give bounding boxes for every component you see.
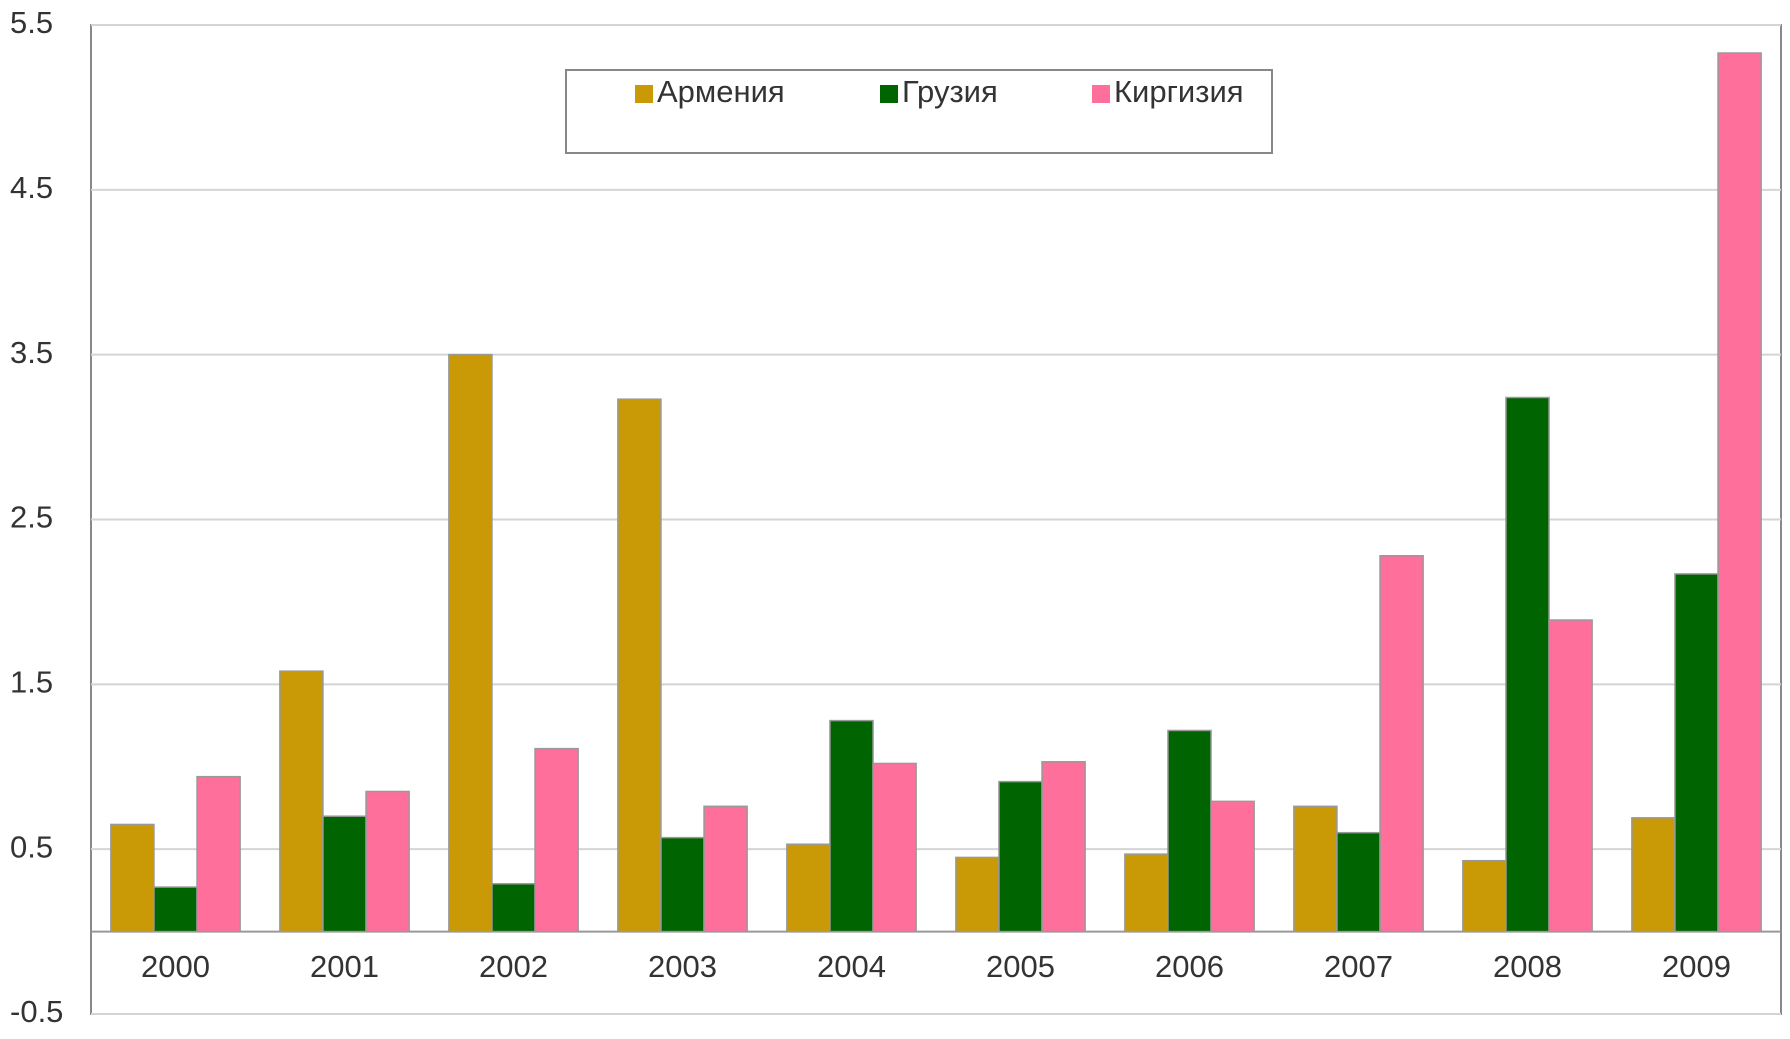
bar: [1041, 761, 1086, 933]
bar: [1717, 52, 1762, 933]
bar: [1293, 805, 1338, 933]
bar: [1674, 573, 1719, 933]
bar: [1167, 729, 1212, 933]
bar: [829, 719, 874, 933]
bar: [279, 670, 324, 933]
y-tick-label: 0.5: [10, 829, 53, 864]
legend-swatch: [1092, 85, 1110, 103]
y-tick-label: 1.5: [10, 665, 53, 700]
x-tick-label: 2001: [310, 949, 379, 984]
x-tick-label: 2003: [648, 949, 717, 984]
bar: [1124, 853, 1169, 933]
x-tick-label: 2006: [1155, 949, 1224, 984]
bar: [617, 398, 662, 933]
bar: [1505, 396, 1550, 933]
bar: [1379, 555, 1424, 933]
x-tick-label: 2002: [479, 949, 548, 984]
bar: [660, 836, 705, 933]
legend-swatch: [635, 85, 653, 103]
bar: [786, 843, 831, 933]
legend-swatch: [880, 85, 898, 103]
x-tick-label: 2004: [817, 949, 886, 984]
bar: [491, 883, 536, 933]
x-tick-label: 2007: [1324, 949, 1393, 984]
bar: [955, 856, 1000, 933]
y-tick-label: 4.5: [10, 170, 53, 205]
y-tick-label: 5.5: [10, 5, 53, 40]
legend-label: Киргизия: [1114, 74, 1244, 109]
x-tick-label: 2009: [1662, 949, 1731, 984]
x-tick-label: 2008: [1493, 949, 1562, 984]
bar: [196, 775, 241, 933]
bar: [110, 823, 155, 933]
bar: [1336, 831, 1381, 933]
x-tick-label: 2005: [986, 949, 1055, 984]
x-tick-label: 2000: [141, 949, 210, 984]
bar: [534, 747, 579, 933]
bar: [872, 762, 917, 933]
bar: [998, 780, 1043, 933]
y-tick-label: -0.5: [10, 994, 63, 1029]
bar: [1548, 619, 1593, 933]
bar: [153, 886, 198, 933]
bar: [1631, 817, 1676, 933]
y-tick-label: 3.5: [10, 335, 53, 370]
legend-box: [565, 69, 1273, 154]
bar: [322, 815, 367, 933]
legend-label: Грузия: [902, 74, 998, 109]
bar: [448, 353, 493, 933]
bar: [1210, 800, 1255, 933]
bar: [1462, 859, 1507, 933]
legend-label: Армения: [657, 74, 785, 109]
bar: [365, 790, 410, 933]
bar: [703, 805, 748, 933]
y-tick-label: 2.5: [10, 500, 53, 535]
